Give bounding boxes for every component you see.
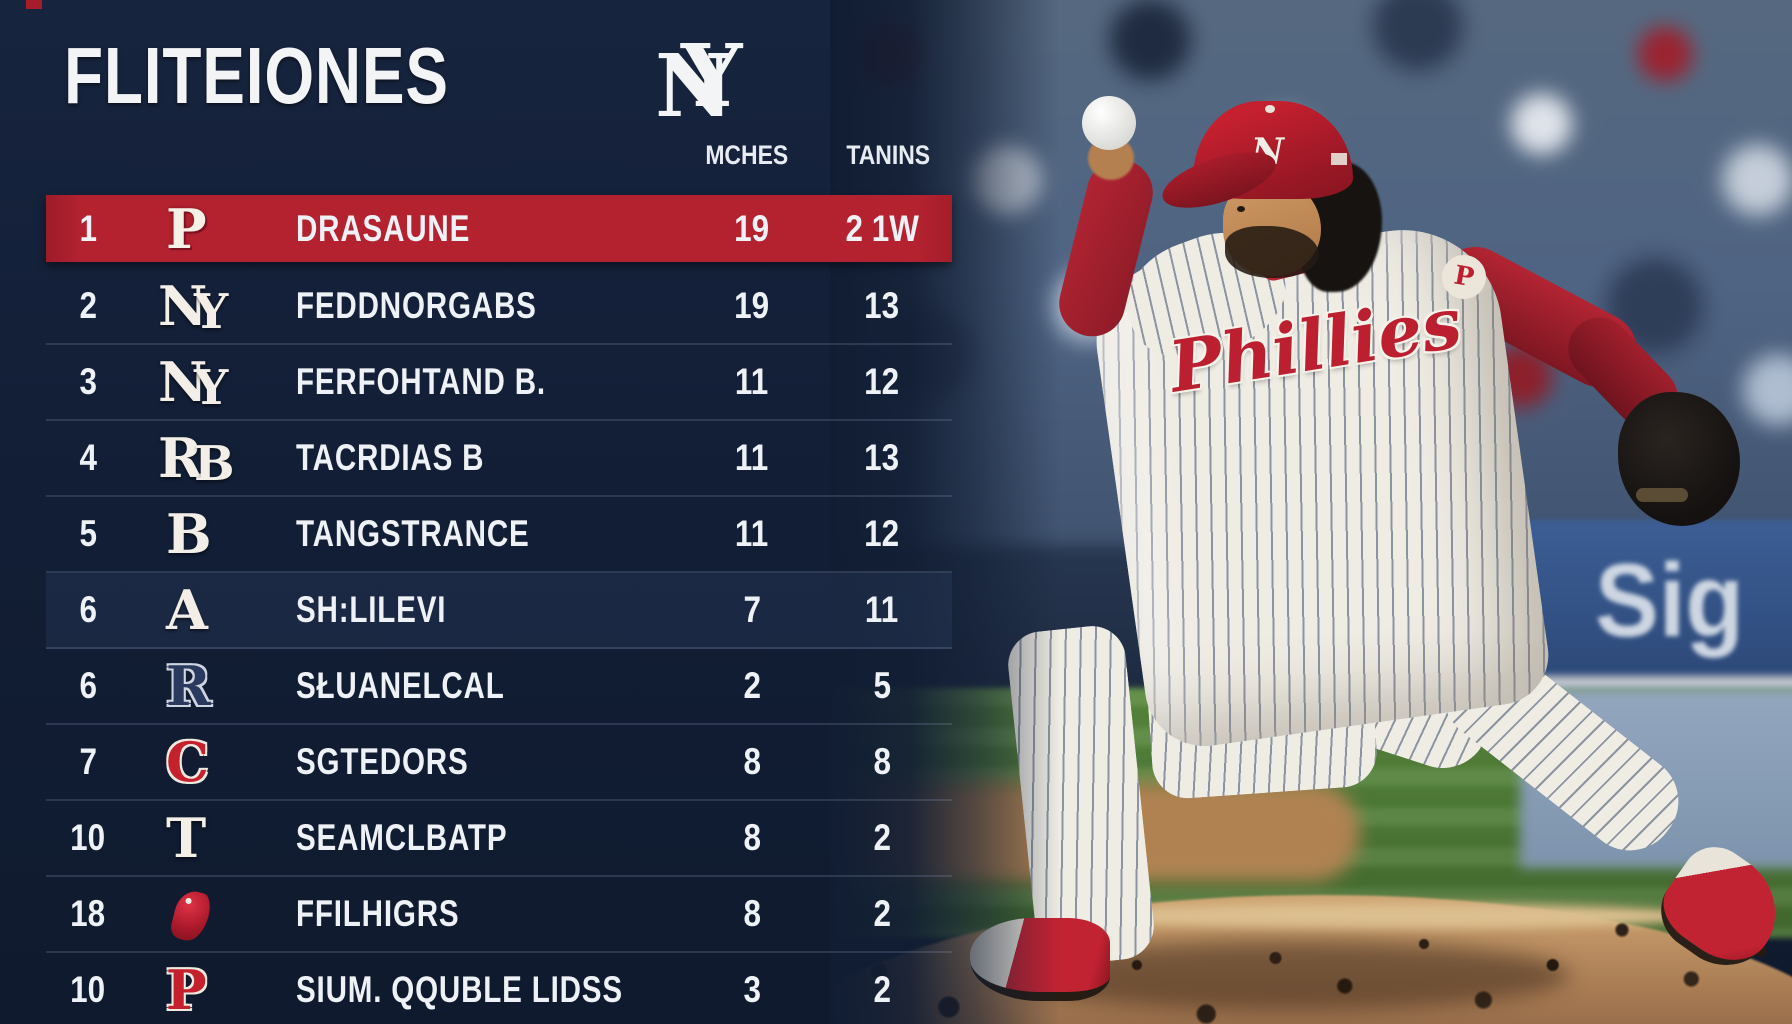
table-row: 7 C SGTEDORS 8 8 — [46, 725, 952, 801]
rank-cell: 10 — [70, 969, 106, 1010]
mches-cell: 19 — [734, 207, 770, 249]
cap-button — [1265, 105, 1275, 113]
phillies-p-icon: P — [166, 196, 207, 261]
mches-cell: 11 — [735, 361, 769, 402]
mches-cell: 19 — [734, 285, 770, 326]
column-header-mches: MCHES — [705, 140, 789, 170]
rank-cell: 18 — [70, 893, 106, 934]
phillies-p-icon: P — [166, 958, 207, 1022]
tanins-cell: 2 — [873, 817, 891, 858]
table-row: 1 P DRASAUNE 19 2 1W — [46, 195, 952, 262]
rank-cell: 6 — [79, 665, 97, 706]
team-name-cell: SGTEDORS — [296, 741, 469, 782]
tanins-cell: 5 — [873, 665, 891, 706]
page-title: FLITEIONES — [64, 31, 449, 120]
team-name-cell: SIUM. QQUBLE LIDSS — [296, 969, 623, 1010]
corner-red-mark — [26, 0, 42, 9]
b-monogram-icon: B — [166, 502, 212, 566]
cardinal-bird-icon — [130, 877, 250, 951]
cap-side-patch — [1331, 153, 1347, 165]
tanins-cell: 13 — [864, 285, 900, 326]
rank-cell: 5 — [79, 513, 97, 554]
rank-cell: 10 — [70, 817, 106, 858]
pitcher-eye — [1237, 206, 1245, 212]
tanins-cell: 2 — [873, 893, 891, 934]
team-name-cell: TACRDIAS B — [296, 437, 485, 478]
r-monogram-icon: R — [166, 654, 211, 718]
rank-cell: 6 — [79, 589, 97, 630]
tanins-cell: 2 — [873, 969, 891, 1010]
t-monogram-icon: T — [166, 806, 207, 870]
mches-cell: 8 — [743, 741, 761, 782]
yankees-logo-icon: N Y — [655, 26, 765, 137]
table-row: 5 B TANGSTRANCE 11 12 — [46, 497, 952, 573]
pitcher-photo: Sig Phillies P N — [830, 0, 1792, 1024]
c-monogram-icon: C — [166, 730, 209, 794]
team-name-cell: SEAMCLBATP — [296, 817, 508, 858]
mches-cell: 11 — [735, 513, 769, 554]
rank-cell: 7 — [79, 741, 97, 782]
pitcher-beard — [1225, 226, 1319, 278]
mches-cell: 8 — [743, 817, 761, 858]
outfield-ad-sign: Sig — [1505, 520, 1792, 680]
baseball-glove-icon — [1618, 392, 1740, 526]
rank-cell: 1 — [79, 207, 97, 249]
team-name-cell: TANGSTRANCE — [296, 513, 530, 554]
baseball-icon — [1082, 96, 1136, 150]
tanins-cell: 8 — [873, 741, 891, 782]
mches-cell: 7 — [743, 589, 761, 630]
tanins-cell: 13 — [864, 437, 900, 478]
rank-cell: 4 — [79, 437, 97, 478]
logo-letter-y: Y — [681, 26, 743, 127]
tanins-cell: 11 — [865, 589, 899, 630]
mches-cell: 11 — [735, 437, 769, 478]
rank-cell: 3 — [79, 361, 97, 402]
glove-strap — [1636, 488, 1688, 502]
mches-cell: 8 — [743, 893, 761, 934]
column-header-tanins: TANINS — [846, 140, 930, 170]
table-row: 6 R SŁUANELCAL 2 5 — [46, 649, 952, 725]
team-name-cell: FERFOHTAND B. — [296, 361, 546, 402]
team-name-cell: DRASAUNE — [296, 207, 471, 249]
mches-cell: 2 — [743, 665, 761, 706]
table-row: 6 A SH:LILEVI 7 11 — [46, 573, 952, 649]
tanins-cell: 12 — [864, 513, 900, 554]
team-name-cell: SŁUANELCAL — [296, 665, 505, 706]
tanins-cell: 12 — [864, 361, 900, 402]
team-name-cell: FFILHIGRS — [296, 893, 460, 934]
mches-cell: 3 — [743, 969, 761, 1010]
rank-cell: 2 — [79, 285, 97, 326]
logo-letter-n: N — [655, 36, 734, 137]
sign-text: Sig — [1595, 543, 1744, 659]
panel-photo-blend-gradient — [830, 0, 1060, 1024]
table-row: 10 T SEAMCLBATP 8 2 — [46, 801, 952, 877]
tanins-cell: 2 1W — [845, 207, 919, 249]
table-row: 10 P SIUM. QQUBLE LIDSS 3 2 — [46, 953, 952, 1024]
a-monogram-icon: A — [166, 578, 208, 642]
team-name-cell: SH:LILEVI — [296, 589, 447, 630]
table-row: 18 FFILHIGRS 8 2 — [46, 877, 952, 953]
team-name-cell: FEDDNORGABS — [296, 285, 537, 326]
